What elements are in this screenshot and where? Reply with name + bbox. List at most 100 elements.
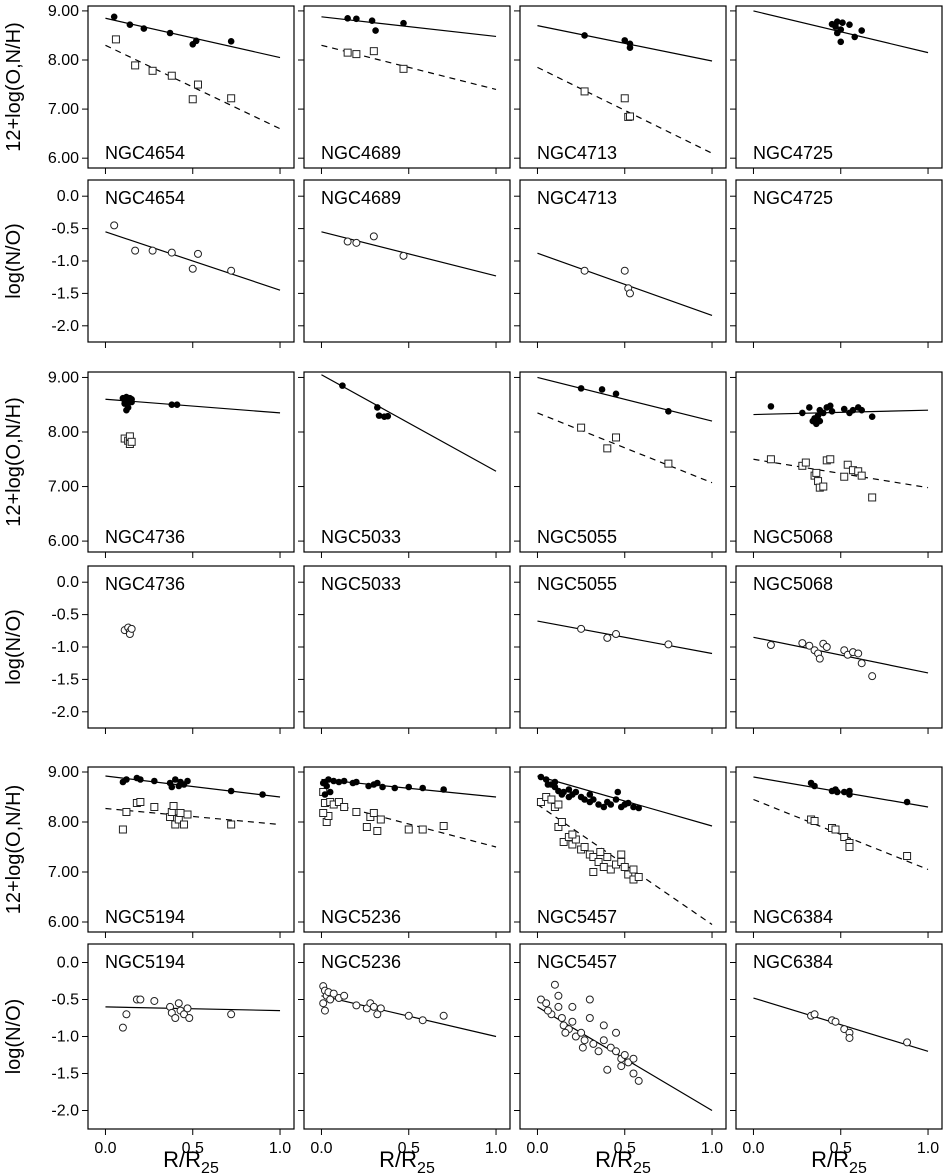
no-point xyxy=(903,1038,912,1047)
nh-fit-line xyxy=(321,44,497,91)
y-tick-label: 8.00 xyxy=(48,52,79,69)
oh-point xyxy=(326,788,334,796)
oh-point xyxy=(612,390,620,398)
no-point xyxy=(376,1004,385,1013)
no-point xyxy=(148,246,157,255)
oh-point xyxy=(811,782,818,790)
no-point xyxy=(227,266,236,275)
galaxy-label: NGC4725 xyxy=(753,188,833,208)
no-point xyxy=(183,1004,192,1013)
oh-point xyxy=(544,781,552,788)
oh-point xyxy=(123,776,130,783)
galaxy-label: NGC4689 xyxy=(321,188,401,208)
oh-point xyxy=(140,25,148,32)
no-point xyxy=(822,643,831,651)
oh-point xyxy=(837,38,845,46)
oh-point xyxy=(624,799,632,807)
oh-point xyxy=(375,412,383,419)
nh-point xyxy=(603,853,612,861)
y-tick-label: -2.0 xyxy=(51,1103,79,1120)
no-point xyxy=(617,1062,626,1071)
no-point xyxy=(603,633,612,642)
nh-point xyxy=(903,852,912,860)
oh-point xyxy=(868,413,876,421)
fit-lines xyxy=(537,620,713,655)
nh-point xyxy=(343,48,352,57)
oh-point xyxy=(665,407,672,415)
oh-point xyxy=(581,796,588,803)
y-tick-label: -1.0 xyxy=(51,253,79,270)
nh-point xyxy=(150,803,159,811)
panel-ngc5055-abundance: NGC5055 xyxy=(514,371,727,558)
panel-frame xyxy=(87,766,295,933)
galaxy-label: NGC4713 xyxy=(537,188,617,208)
oh-point xyxy=(537,773,545,781)
panel-frame xyxy=(735,371,943,553)
nh-point xyxy=(167,71,176,80)
y-tick-label: 6.00 xyxy=(48,150,79,167)
x-tick-label: 0.5 xyxy=(398,1140,420,1157)
fit-lines xyxy=(105,231,281,291)
oh-point xyxy=(323,782,330,790)
y-axis-title-no: log(N/O) xyxy=(3,223,25,299)
no-point xyxy=(612,1028,621,1037)
x-tick-label: 0.5 xyxy=(614,1140,636,1157)
no-point xyxy=(854,649,863,658)
oh-point xyxy=(598,386,606,393)
panel-frame xyxy=(303,371,511,553)
panel-ngc4736-abundance: 6.00 7.00 8.00 9.00 NGC4736 xyxy=(48,369,295,558)
panel-ngc5194-abundance: 6.00 7.00 8.00 9.00 NGC5194 xyxy=(48,764,295,938)
oh-point xyxy=(560,788,567,796)
panel-frame xyxy=(735,766,943,933)
nh-point xyxy=(180,820,189,829)
x-tick-label: 0.0 xyxy=(310,1140,332,1157)
panel-ngc5457-abundance: NGC5457 xyxy=(514,766,727,938)
oh-point xyxy=(806,404,813,411)
no-point xyxy=(577,624,586,633)
fit-lines xyxy=(321,374,497,472)
x-axis-title: R/R25 xyxy=(163,1147,219,1174)
no-point xyxy=(798,639,807,648)
galaxy-label: NGC4689 xyxy=(321,143,401,163)
y-tick-label: -0.5 xyxy=(51,607,79,624)
no-point xyxy=(578,1043,587,1052)
oh-point xyxy=(626,40,634,48)
y-tick-label: -1.5 xyxy=(51,285,79,302)
nh-point xyxy=(826,455,835,464)
no-point xyxy=(185,1014,194,1022)
nh-point xyxy=(376,815,385,824)
oh-fit-line xyxy=(753,409,929,416)
no-fit-line xyxy=(753,997,929,1052)
y-tick-label: 6.00 xyxy=(48,914,79,931)
galaxy-label: NGC5033 xyxy=(321,574,401,594)
oh-point xyxy=(551,778,559,786)
no-point xyxy=(805,641,814,650)
no-point xyxy=(585,1014,594,1022)
oh-point xyxy=(799,409,806,417)
no-point xyxy=(369,1002,378,1011)
y-tick-label: -1.5 xyxy=(51,1066,79,1083)
nh-point xyxy=(594,858,603,866)
oh-point xyxy=(840,405,848,413)
nh-fit-line xyxy=(105,44,281,130)
no-point xyxy=(594,1047,603,1056)
oh-point xyxy=(340,777,348,785)
no-fit-line xyxy=(537,252,713,316)
galaxy-label: NGC5457 xyxy=(537,907,617,927)
no-point xyxy=(629,1054,638,1063)
y-axis-title-no: log(N/O) xyxy=(3,609,25,685)
no-point xyxy=(131,246,140,255)
oh-point xyxy=(621,37,629,44)
no-point xyxy=(612,630,621,639)
fit-lines xyxy=(753,636,929,674)
no-point xyxy=(554,991,563,1000)
nh-fit-line xyxy=(753,798,929,871)
oh-point xyxy=(813,420,820,428)
y-tick-label: -2.0 xyxy=(51,704,79,721)
oh-point xyxy=(368,17,376,25)
oh-point xyxy=(168,783,176,791)
nh-point xyxy=(612,433,621,442)
panel-frame xyxy=(519,766,727,933)
nh-point xyxy=(840,472,849,481)
panel-ngc6384-ratio: 0.0 0.5 1.0 NGC6384 xyxy=(730,943,943,1157)
